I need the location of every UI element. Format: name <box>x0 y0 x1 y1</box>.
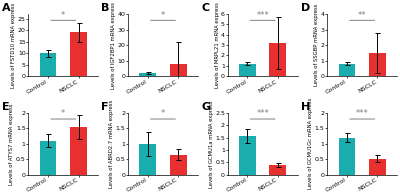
Text: H: H <box>301 102 310 112</box>
Text: G: G <box>201 102 210 112</box>
Text: *: * <box>61 11 66 20</box>
Bar <box>369 53 386 76</box>
Y-axis label: Levels of IGF2BP1 mRNA express: Levels of IGF2BP1 mRNA express <box>111 2 116 89</box>
Bar <box>40 53 56 76</box>
Y-axis label: Levels of SSGBP mRNA express: Levels of SSGBP mRNA express <box>314 4 319 86</box>
Text: **: ** <box>358 11 366 20</box>
Y-axis label: Levels of FSTD10 mRNA express: Levels of FSTD10 mRNA express <box>11 2 16 88</box>
Text: B: B <box>102 3 110 13</box>
Bar <box>270 43 286 76</box>
Bar <box>70 33 87 76</box>
Y-axis label: Levels of ATYS7 mRNA express: Levels of ATYS7 mRNA express <box>10 103 14 184</box>
Text: *: * <box>161 109 165 118</box>
Bar <box>70 127 87 175</box>
Text: E: E <box>2 102 10 112</box>
Y-axis label: Levels of MRPL21 mRNA express: Levels of MRPL21 mRNA express <box>214 2 220 88</box>
Bar <box>40 141 56 175</box>
Y-axis label: Levels of GCMU1Gc mRNA express: Levels of GCMU1Gc mRNA express <box>308 98 314 189</box>
Y-axis label: Levels of ABRD2.7 mRNA express: Levels of ABRD2.7 mRNA express <box>109 100 114 188</box>
Text: *: * <box>61 109 66 118</box>
Bar <box>239 136 256 175</box>
Text: A: A <box>2 3 10 13</box>
Bar <box>339 64 356 76</box>
Bar <box>140 73 156 76</box>
Text: ***: *** <box>256 109 269 118</box>
Text: ***: *** <box>356 109 369 118</box>
Bar <box>270 165 286 175</box>
Bar <box>140 144 156 175</box>
Text: C: C <box>201 3 209 13</box>
Text: F: F <box>102 102 109 112</box>
Y-axis label: Levels of GCMU1a mRNA express: Levels of GCMU1a mRNA express <box>209 100 214 188</box>
Text: *: * <box>161 11 165 20</box>
Text: D: D <box>301 3 310 13</box>
Bar <box>170 155 186 175</box>
Bar <box>239 64 256 76</box>
Bar <box>369 159 386 175</box>
Text: ***: *** <box>256 11 269 20</box>
Bar <box>339 138 356 175</box>
Bar <box>170 64 186 76</box>
